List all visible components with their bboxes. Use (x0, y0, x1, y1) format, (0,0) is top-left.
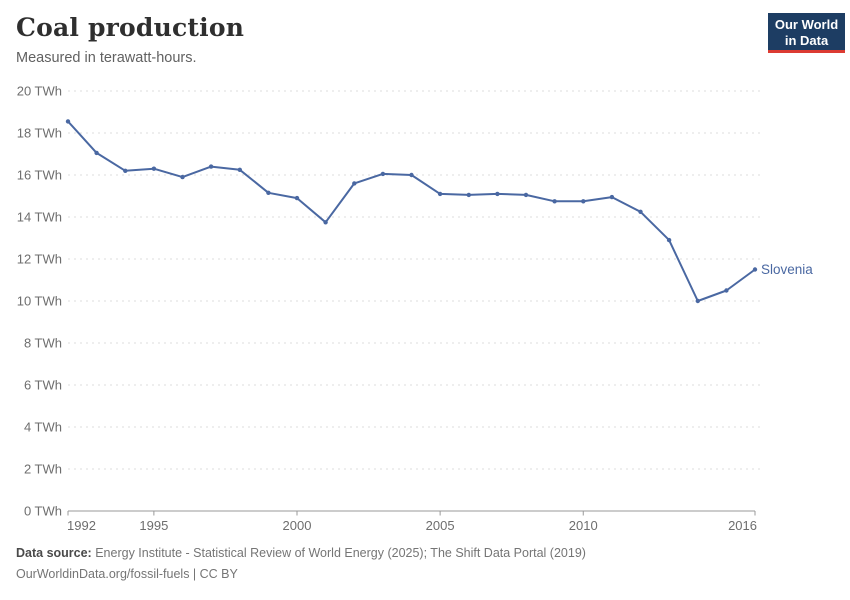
y-tick-label: 14 TWh (17, 210, 62, 225)
data-point (724, 288, 729, 293)
data-point (523, 192, 529, 198)
data-point (609, 194, 615, 200)
y-tick-label: 20 TWh (17, 84, 62, 99)
data-point (666, 237, 672, 243)
data-source-label: Data source: (16, 546, 92, 560)
chart-footer: Data source: Energy Institute - Statisti… (16, 543, 834, 585)
owid-logo-line2: in Data (784, 33, 829, 48)
data-point (180, 174, 185, 180)
y-tick-label: 18 TWh (17, 126, 62, 141)
data-point (638, 209, 643, 214)
data-point (123, 168, 128, 173)
data-point (266, 190, 271, 195)
data-point (237, 167, 242, 172)
data-point (695, 298, 700, 304)
data-point (466, 192, 471, 198)
data-point (294, 195, 300, 201)
x-tick-label: 2010 (569, 518, 598, 533)
data-point (495, 191, 500, 197)
y-tick-label: 4 TWh (24, 420, 62, 435)
y-tick-label: 2 TWh (24, 462, 62, 477)
x-tick-label: 1992 (67, 518, 96, 533)
data-source-line: Data source: Energy Institute - Statisti… (16, 543, 834, 564)
data-point (352, 181, 357, 186)
series-label-slovenia: Slovenia (761, 262, 813, 277)
y-tick-label: 8 TWh (24, 336, 62, 351)
y-tick-label: 10 TWh (17, 294, 62, 309)
chart-subtitle: Measured in terawatt-hours. (16, 50, 197, 66)
chart-title: Coal production (16, 13, 245, 42)
x-tick-label: 2000 (283, 518, 312, 533)
owid-logo[interactable]: Our World in Data (768, 13, 845, 53)
data-point (208, 164, 214, 169)
x-tick-label: 2005 (426, 518, 455, 533)
y-tick-label: 16 TWh (17, 168, 62, 183)
license-line: OurWorldinData.org/fossil-fuels | CC BY (16, 567, 238, 581)
data-source-text: Energy Institute - Statistical Review of… (91, 546, 586, 560)
y-tick-label: 12 TWh (17, 252, 62, 267)
series-line-slovenia (67, 120, 756, 302)
data-point (552, 199, 557, 204)
data-point (409, 172, 414, 178)
data-point (752, 267, 758, 272)
data-point (151, 166, 157, 171)
line-chart-canvas: 0 TWh 2 TWh 4 TWh 6 TWh 8 TWh 10 TWh 12 TWh 14 … (17, 84, 814, 534)
data-point (65, 119, 71, 124)
data-point (323, 220, 328, 225)
y-tick-label: 6 TWh (24, 378, 62, 393)
chart-header: Coal production Measured in terawatt-hou… (0, 0, 850, 66)
y-tick-label: 0 TWh (24, 504, 62, 519)
x-tick-label: 2016 (728, 518, 757, 533)
data-point (380, 171, 386, 177)
data-point (94, 150, 99, 156)
data-point (581, 199, 586, 204)
data-point (437, 191, 443, 197)
owid-logo-line1: Our World (774, 17, 839, 32)
x-tick-label: 1995 (139, 518, 168, 533)
